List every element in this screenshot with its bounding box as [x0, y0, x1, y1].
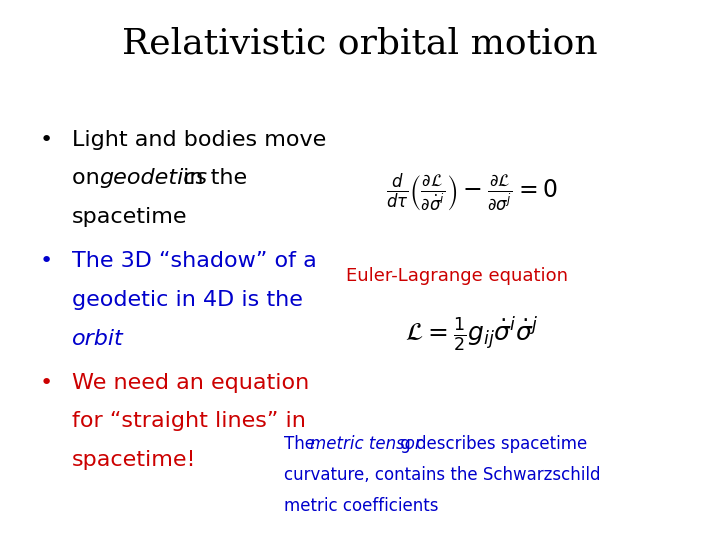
Text: Euler-Lagrange equation: Euler-Lagrange equation — [346, 267, 568, 285]
Text: spacetime!: spacetime! — [72, 450, 197, 470]
Text: geodetic in 4D is the: geodetic in 4D is the — [72, 290, 303, 310]
Text: on: on — [72, 168, 107, 188]
Text: •: • — [40, 130, 53, 150]
Text: spacetime: spacetime — [72, 207, 187, 227]
Text: $\frac{d}{d\tau}\left(\frac{\partial \mathcal{L}}{\partial \dot{\sigma}^i}\right: $\frac{d}{d\tau}\left(\frac{\partial \ma… — [386, 171, 557, 213]
Text: The 3D “shadow” of a: The 3D “shadow” of a — [72, 251, 317, 271]
Text: We need an equation: We need an equation — [72, 373, 310, 393]
Text: geodetics: geodetics — [99, 168, 207, 188]
Text: The: The — [284, 435, 320, 453]
Text: g describes spacetime: g describes spacetime — [395, 435, 588, 453]
Text: metric tensor: metric tensor — [310, 435, 422, 453]
Text: •: • — [40, 373, 53, 393]
Text: •: • — [40, 251, 53, 271]
Text: curvature, contains the Schwarzschild: curvature, contains the Schwarzschild — [284, 466, 601, 484]
Text: Light and bodies move: Light and bodies move — [72, 130, 326, 150]
Text: $\mathcal{L} = \frac{1}{2}g_{ij}\dot{\sigma}^i\dot{\sigma}^j$: $\mathcal{L} = \frac{1}{2}g_{ij}\dot{\si… — [405, 316, 538, 354]
Text: for “straight lines” in: for “straight lines” in — [72, 411, 306, 431]
Text: in the: in the — [176, 168, 248, 188]
Text: orbit: orbit — [72, 329, 124, 349]
Text: metric coefficients: metric coefficients — [284, 497, 439, 515]
Text: Relativistic orbital motion: Relativistic orbital motion — [122, 27, 598, 61]
